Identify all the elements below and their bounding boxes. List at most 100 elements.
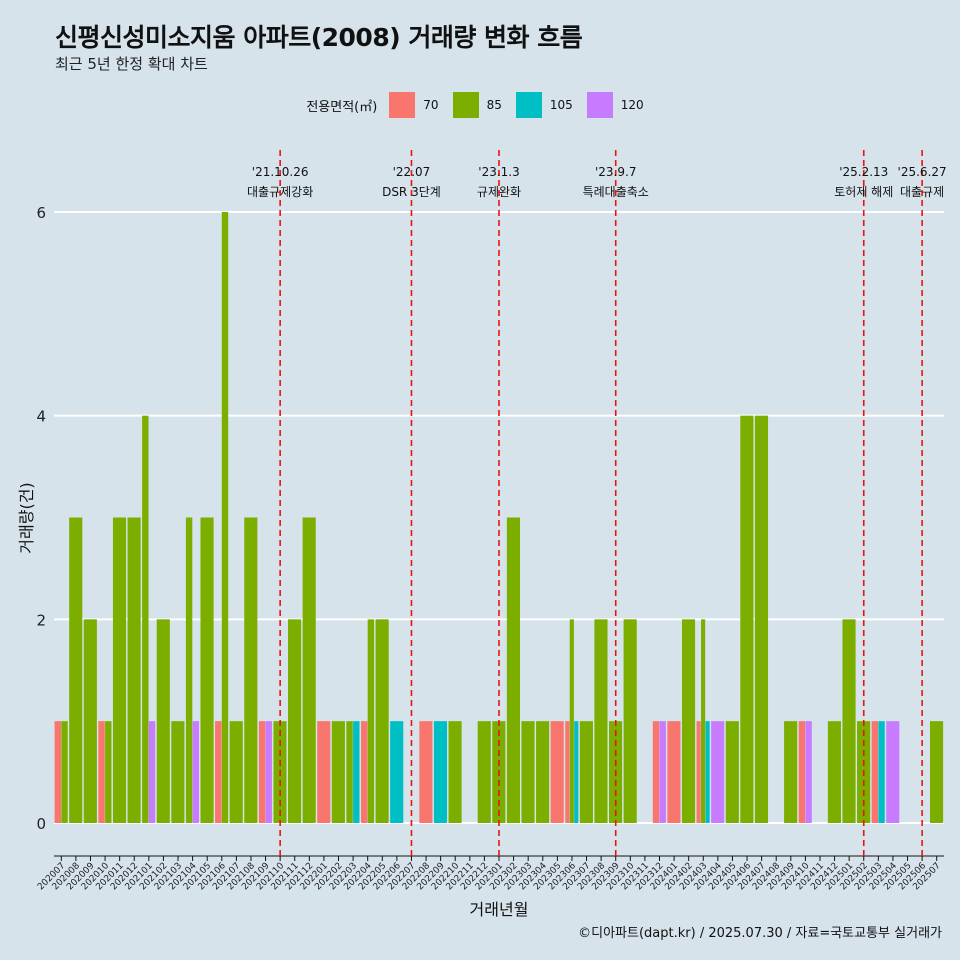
- y-tick-label: 2: [36, 611, 46, 629]
- bar-202405-85: [725, 721, 739, 823]
- bar-202208-70: [419, 721, 433, 823]
- bar-202312-120: [659, 721, 666, 823]
- bar-202306-85: [569, 619, 574, 823]
- bar-202504-120: [886, 721, 900, 823]
- bar-202401-70: [667, 721, 681, 823]
- legend-item-70: 70: [389, 92, 439, 118]
- bar-202202-85: [331, 721, 345, 823]
- legend-title: 전용면적(㎡): [306, 99, 378, 115]
- bar-202402-85: [681, 619, 696, 823]
- event-date-202110: '21.10.26: [252, 165, 309, 179]
- legend: 전용면적(㎡) 70 85 105 120: [0, 92, 960, 118]
- bar-202204-70: [360, 721, 368, 823]
- bar-202306-70: [565, 721, 570, 823]
- bar-202111-85: [288, 619, 302, 823]
- legend-swatch-120: [586, 92, 613, 118]
- bar-202307-85: [579, 721, 593, 823]
- chart-subtitle: 최근 5년 한정 확대 차트: [55, 55, 208, 73]
- bar-202403-85: [701, 619, 706, 823]
- event-label-202502: 토허제 해제: [834, 185, 893, 199]
- event-label-202207: DSR 3단계: [382, 185, 441, 199]
- bar-202108-85: [244, 517, 258, 823]
- bar-202507-85: [929, 721, 944, 823]
- bar-202205-85: [375, 619, 389, 823]
- bar-202104-120: [192, 721, 200, 823]
- bar-202206-105: [390, 721, 404, 823]
- bar-202403-105: [705, 721, 710, 823]
- event-date-202301: '23.1.3: [478, 165, 519, 179]
- y-tick-label: 6: [36, 204, 46, 222]
- bar-202305-70: [550, 721, 564, 823]
- legend-swatch-85: [452, 92, 479, 118]
- bar-202212-85: [477, 721, 491, 823]
- bar-202410-120: [805, 721, 812, 823]
- legend-item-85: 85: [452, 92, 502, 118]
- bar-202312-70: [652, 721, 660, 823]
- bar-202209-105: [433, 721, 448, 823]
- bar-202103-85: [171, 721, 185, 823]
- bar-202406-85: [740, 415, 754, 823]
- bar-202210-85: [448, 721, 462, 823]
- bar-202107-85: [229, 721, 243, 823]
- bar-202008-85: [69, 517, 83, 823]
- event-date-202207: '22.07: [393, 165, 431, 179]
- bar-202204-85: [367, 619, 375, 823]
- bar-202109-70: [258, 721, 266, 823]
- bar-202012-85: [127, 517, 141, 823]
- y-tick-label: 4: [36, 408, 46, 426]
- legend-item-120: 120: [586, 92, 644, 118]
- event-date-202502: '25.2.13: [839, 165, 888, 179]
- bar-202303-85: [521, 721, 535, 823]
- bar-202410-70: [798, 721, 806, 823]
- event-label-202110: 대출규제강화: [247, 185, 313, 199]
- x-axis-title: 거래년월: [470, 900, 529, 919]
- bar-202203-85: [346, 721, 353, 823]
- bar-202007-70: [54, 721, 61, 823]
- bar-202501-85: [842, 619, 856, 823]
- bar-202503-70: [871, 721, 879, 823]
- legend-label-70: 70: [423, 98, 439, 112]
- bar-202203-105: [353, 721, 360, 823]
- legend-item-105: 105: [515, 92, 573, 118]
- bar-202112-85: [302, 517, 316, 823]
- bar-202403-70: [696, 721, 701, 823]
- bar-202503-105: [878, 721, 885, 823]
- bar-202010-70: [98, 721, 105, 823]
- chart-title: 신평신성미소지움 아파트(2008) 거래량 변화 흐름: [55, 23, 583, 52]
- bar-202409-85: [784, 721, 798, 823]
- bar-202404-120: [711, 721, 725, 823]
- bar-202102-85: [156, 619, 170, 823]
- bar-202310-85: [623, 619, 637, 823]
- bar-202201-70: [317, 721, 331, 823]
- legend-swatch-105: [515, 92, 542, 118]
- bar-202105-85: [200, 517, 214, 823]
- legend-label-105: 105: [549, 98, 573, 112]
- event-date-202506: '25.6.27: [898, 165, 947, 179]
- bar-202109-120: [265, 721, 272, 823]
- bar-202009-85: [83, 619, 97, 823]
- bar-202302-85: [506, 517, 521, 823]
- bar-202101-85: [142, 415, 149, 823]
- event-date-202309: '23.9.7: [595, 165, 636, 179]
- event-label-202309: 특례대출축소: [583, 185, 649, 199]
- bar-202011-85: [112, 517, 127, 823]
- bar-202010-85: [105, 721, 112, 823]
- legend-label-120: 120: [620, 98, 644, 112]
- bar-202104-85: [185, 517, 193, 823]
- bar-202106-70: [215, 721, 222, 823]
- bar-202106-85: [221, 212, 229, 823]
- bar-202101-120: [148, 721, 156, 823]
- event-label-202301: 규제완화: [477, 185, 521, 199]
- y-tick-label: 0: [36, 815, 46, 833]
- bar-202412-85: [827, 721, 841, 823]
- source-caption: ©디아파트(dapt.kr) / 2025.07.30 / 자료=국토교통부 실…: [578, 926, 942, 941]
- event-label-202506: 대출규제: [900, 185, 944, 199]
- legend-swatch-70: [389, 92, 416, 118]
- bar-202304-85: [536, 721, 550, 823]
- bar-202407-85: [754, 415, 769, 823]
- bar-202308-85: [594, 619, 608, 823]
- legend-label-85: 85: [486, 98, 502, 112]
- bar-202306-105: [574, 721, 579, 823]
- y-axis-title: 거래량(건): [17, 482, 36, 553]
